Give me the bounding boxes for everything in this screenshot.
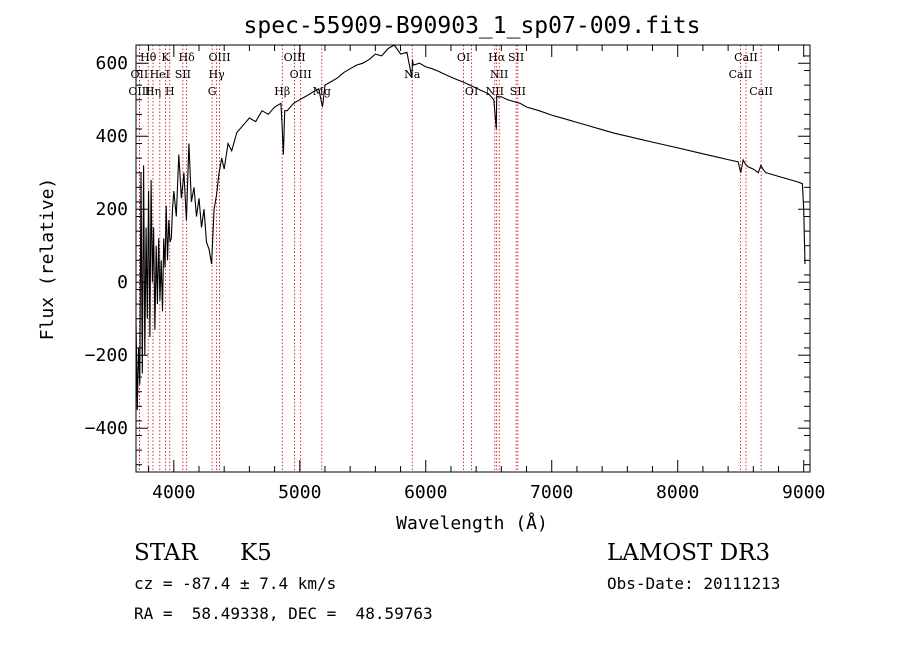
y-tick-label: 400 bbox=[95, 126, 128, 147]
object-subclass: K5 bbox=[240, 540, 272, 566]
spectral-line-label: CaII bbox=[749, 85, 773, 98]
spectral-line-label: Hγ bbox=[209, 68, 226, 81]
spectral-line-label: SII bbox=[175, 68, 191, 81]
spectral-line-label: CaII bbox=[734, 51, 758, 64]
x-tick-label: 9000 bbox=[782, 482, 825, 503]
spectral-line-label: Hα bbox=[488, 51, 506, 64]
y-tick-label: −200 bbox=[85, 345, 128, 366]
spectral-line-label: Mg bbox=[313, 85, 331, 98]
coordinates: RA = 58.49338, DEC = 48.59763 bbox=[134, 604, 433, 623]
spectral-line-label: OII bbox=[131, 68, 149, 81]
spectral-line-label: OIII bbox=[128, 85, 150, 98]
x-tick-label: 4000 bbox=[152, 482, 195, 503]
spectral-line-label: CaII bbox=[729, 68, 753, 81]
y-tick-label: −400 bbox=[85, 418, 128, 439]
spectral-line-label: G bbox=[208, 85, 217, 98]
spectral-line-label: SII bbox=[508, 51, 524, 64]
y-axis-label: Flux (relative) bbox=[37, 178, 58, 341]
y-tick-label: 600 bbox=[95, 53, 128, 74]
observation-date: Obs-Date: 20111213 bbox=[607, 574, 781, 593]
spectral-line-label: OIII bbox=[208, 51, 230, 64]
redshift-velocity: cz = -87.4 ± 7.4 km/s bbox=[134, 574, 337, 593]
spectral-line-label: OI bbox=[457, 51, 470, 64]
spectral-line-label: Hη bbox=[145, 85, 161, 98]
flux-series-line bbox=[135, 44, 806, 411]
spectral-line-label: H bbox=[165, 85, 175, 98]
spectral-line-label: OI bbox=[465, 85, 478, 98]
spectral-line-label: K bbox=[161, 51, 170, 64]
x-tick-label: 7000 bbox=[530, 482, 573, 503]
y-tick-label: 200 bbox=[95, 199, 128, 220]
spectral-line-label: NII bbox=[486, 85, 504, 98]
spectral-line-label: OIII bbox=[290, 68, 312, 81]
x-axis-label: Wavelength (Å) bbox=[396, 512, 548, 534]
spectral-line-label: OIII bbox=[284, 51, 306, 64]
survey-name: LAMOST DR3 bbox=[607, 540, 771, 566]
spectral-line-label: Hθ bbox=[140, 51, 157, 64]
object-class: STAR bbox=[134, 540, 198, 566]
spectral-line-label: Hβ bbox=[274, 85, 290, 98]
chart-title: spec-55909-B90903_1_sp07-009.fits bbox=[244, 13, 701, 39]
x-tick-label: 5000 bbox=[278, 482, 321, 503]
spectral-line-label: NII bbox=[490, 68, 508, 81]
spectral-line-label: Hδ bbox=[179, 51, 196, 64]
spectral-line-label: SII bbox=[510, 85, 526, 98]
x-tick-label: 8000 bbox=[656, 482, 699, 503]
plot-frame bbox=[135, 44, 811, 473]
spectral-line-label: HeI bbox=[150, 68, 170, 81]
y-tick-label: 0 bbox=[117, 272, 128, 293]
spectrum-chart: spec-55909-B90903_1_sp07-009.fits Hθ K Hδ O… bbox=[37, 13, 825, 534]
x-tick-label: 6000 bbox=[404, 482, 447, 503]
